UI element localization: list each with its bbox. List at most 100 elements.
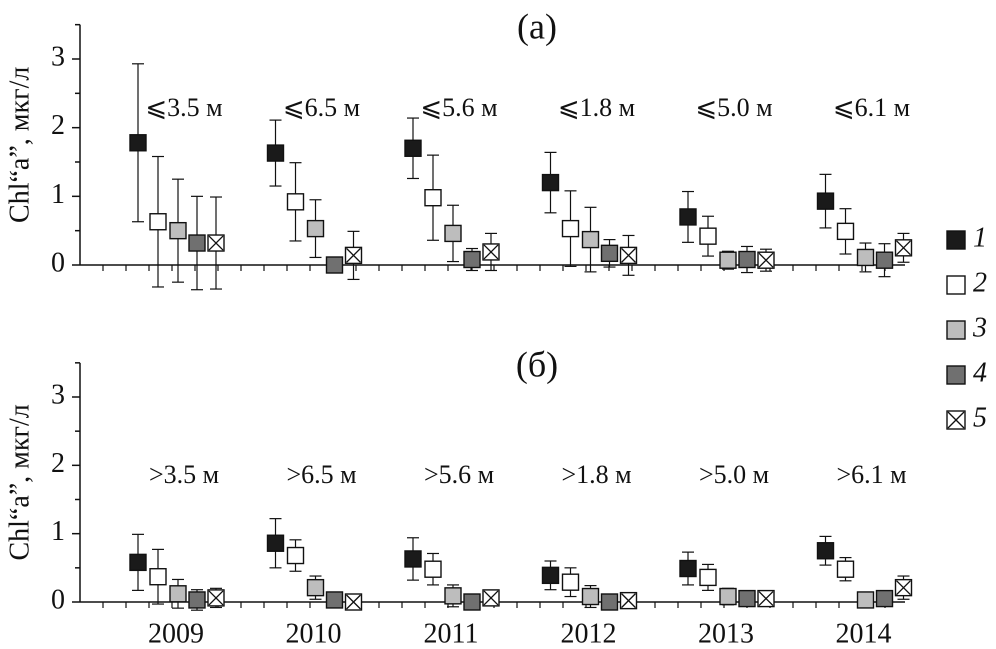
- data-point-series-3: [581, 230, 600, 249]
- depth-annotation: ⩽6.1 м: [833, 93, 910, 122]
- y-tick-label: 0: [51, 584, 65, 615]
- data-point-series-2: [561, 219, 580, 238]
- data-point-series-1: [266, 534, 285, 552]
- data-point-series-4: [875, 589, 894, 608]
- data-point-series-1: [541, 566, 560, 585]
- data-point-series-3: [719, 251, 737, 269]
- depth-annotation: ⩽1.8 м: [558, 93, 635, 122]
- data-point-series-3: [306, 578, 325, 597]
- y-axis-label: Chl“a”, мкг/л: [4, 67, 35, 223]
- data-point-series-2: [561, 573, 580, 591]
- legend-label-2: 2: [973, 267, 987, 298]
- data-point-series-2: [286, 546, 305, 565]
- data-point-series-4: [738, 589, 756, 608]
- data-point-series-4: [188, 234, 206, 252]
- data-point-series-4: [875, 251, 894, 269]
- data-point-series-2: [424, 189, 442, 207]
- data-point-series-2: [149, 213, 167, 231]
- panel-title: (б): [516, 344, 558, 384]
- depth-annotation: ⩽5.6 м: [420, 93, 497, 122]
- data-point-series-1: [266, 144, 285, 162]
- data-point-series-3: [306, 219, 325, 238]
- data-point-series-2: [699, 227, 717, 245]
- marker-cross: [208, 235, 224, 251]
- panel-b: (б) 0 1 2 3 Chl“a”, мкг/л >3.5 м 2009 >6.5 м 2010…: [4, 344, 913, 649]
- data-point-series-2: [149, 568, 167, 586]
- data-point-series-3: [856, 248, 875, 267]
- legend-swatch-1: [946, 230, 966, 250]
- data-point-series-3: [719, 587, 737, 606]
- data-point-series-2: [424, 560, 442, 578]
- data-point-series-2: [699, 568, 717, 587]
- y-tick-label: 2: [51, 110, 65, 141]
- data-point-series-4: [600, 244, 619, 263]
- y-tick-label: 1: [51, 179, 65, 210]
- depth-annotation: >5.6 м: [424, 460, 494, 489]
- data-point-series-1: [679, 208, 697, 226]
- panel-a: (a) 0 1 2 3 Chl“a”, мкг/л ⩽3.5 м ⩽6.5 м ⩽5.6 м ⩽1…: [4, 6, 913, 291]
- legend-label-1: 1: [973, 222, 987, 253]
- data-point-series-2: [836, 560, 855, 578]
- data-point-series-1: [129, 134, 147, 152]
- data-point-series-4: [325, 591, 344, 609]
- marker-cross: [896, 240, 911, 256]
- legend-swatch-cross: [947, 411, 965, 429]
- marker-cross: [758, 591, 774, 607]
- y-tick-label: 3: [51, 41, 65, 72]
- legend-label-5: 5: [973, 402, 987, 433]
- data-point-series-3: [169, 221, 187, 240]
- legend-swatch-4: [946, 365, 966, 385]
- depth-annotation: ⩽3.5 м: [145, 93, 222, 122]
- panel-title: (a): [517, 6, 557, 46]
- data-point-series-3: [169, 585, 187, 603]
- x-tick-label: 2012: [561, 618, 617, 649]
- depth-annotation: >6.1 м: [836, 460, 906, 489]
- depth-annotation: >6.5 м: [286, 460, 356, 489]
- data-point-series-3: [444, 224, 462, 243]
- depth-annotation: >3.5 м: [149, 460, 219, 489]
- marker-cross: [621, 593, 636, 609]
- data-point-series-4: [600, 593, 619, 611]
- y-tick-label: 3: [51, 379, 65, 410]
- depth-annotation: ⩽6.5 м: [283, 93, 360, 122]
- marker-cross: [621, 247, 636, 263]
- marker-cross: [483, 590, 499, 606]
- data-point-series-4: [463, 593, 481, 611]
- legend-label-4: 4: [973, 357, 987, 388]
- legend: 1 2 3 4 5: [946, 222, 987, 433]
- data-point-series-1: [404, 139, 422, 157]
- x-tick-label: 2013: [698, 618, 754, 649]
- x-tick-label: 2009: [148, 618, 204, 649]
- data-point-series-1: [816, 192, 835, 210]
- x-tick-label: 2011: [424, 618, 479, 649]
- legend-swatch-3: [946, 320, 966, 340]
- marker-cross: [208, 590, 224, 606]
- depth-annotation: >1.8 м: [561, 460, 631, 489]
- data-point-series-3: [856, 591, 875, 609]
- y-tick-label: 0: [51, 247, 65, 278]
- legend-swatch-2: [946, 275, 966, 295]
- data-point-series-4: [325, 256, 344, 274]
- data-point-series-1: [404, 550, 422, 568]
- data-point-series-4: [188, 591, 206, 609]
- depth-annotation: >5.0 м: [699, 460, 769, 489]
- data-point-series-4: [738, 250, 756, 269]
- legend-label-3: 3: [972, 312, 987, 343]
- data-point-series-1: [129, 553, 147, 572]
- data-point-series-4: [463, 250, 481, 269]
- x-tick-label: 2014: [836, 618, 892, 649]
- depth-annotation: ⩽5.0 м: [695, 93, 772, 122]
- marker-cross: [346, 594, 361, 610]
- data-point-series-1: [679, 559, 697, 578]
- data-point-series-3: [581, 587, 600, 606]
- marker-cross: [483, 244, 499, 260]
- data-point-series-1: [541, 173, 560, 192]
- data-point-series-3: [444, 587, 462, 605]
- data-point-series-1: [816, 542, 835, 560]
- y-tick-label: 2: [51, 448, 65, 479]
- y-tick-label: 1: [51, 516, 65, 547]
- data-point-series-2: [836, 222, 855, 241]
- marker-cross: [758, 252, 774, 268]
- y-axis-label: Chl“a”, мкг/л: [4, 404, 35, 560]
